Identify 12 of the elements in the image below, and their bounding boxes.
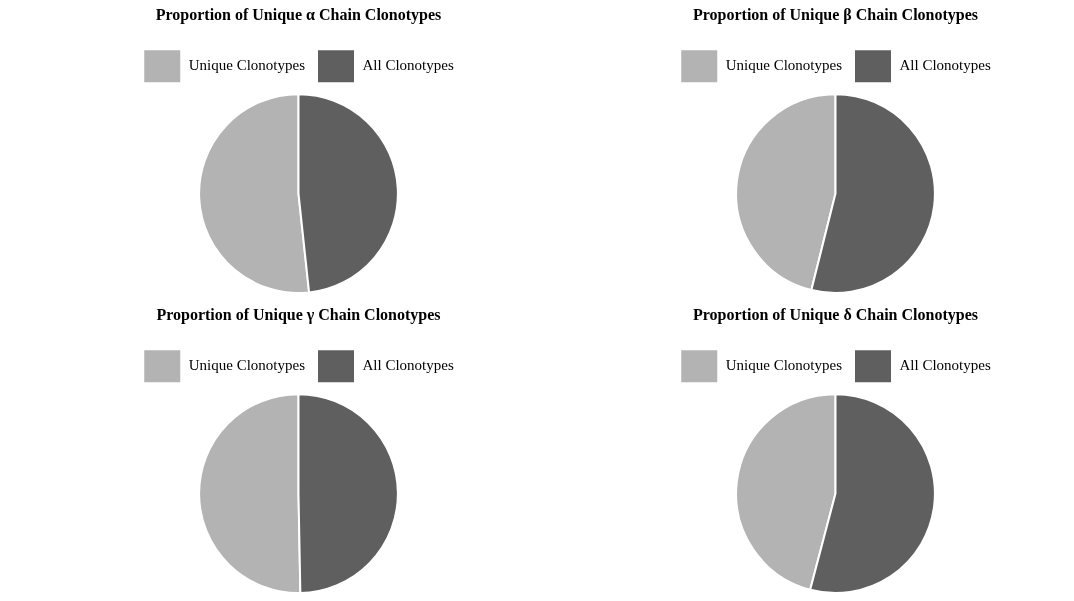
chart-title: Proportion of Unique γ Chain Clonotypes bbox=[156, 305, 441, 324]
chart-title: Proportion of Unique α Chain Clonotypes bbox=[155, 5, 442, 24]
legend-label: Unique Clonotypes bbox=[188, 57, 306, 74]
legend-label: Unique Clonotypes bbox=[725, 357, 843, 374]
legend-label: All Clonotypes bbox=[362, 57, 454, 74]
legend-label: All Clonotypes bbox=[899, 357, 991, 374]
legend-label: All Clonotypes bbox=[362, 357, 454, 374]
chart-title: Proportion of Unique β Chain Clonotypes bbox=[692, 5, 979, 24]
legend-label: Unique Clonotypes bbox=[188, 357, 306, 374]
legend-label: All Clonotypes bbox=[899, 57, 991, 74]
legend-label: Unique Clonotypes bbox=[725, 57, 843, 74]
chart-title: Proportion of Unique δ Chain Clonotypes bbox=[693, 305, 978, 324]
